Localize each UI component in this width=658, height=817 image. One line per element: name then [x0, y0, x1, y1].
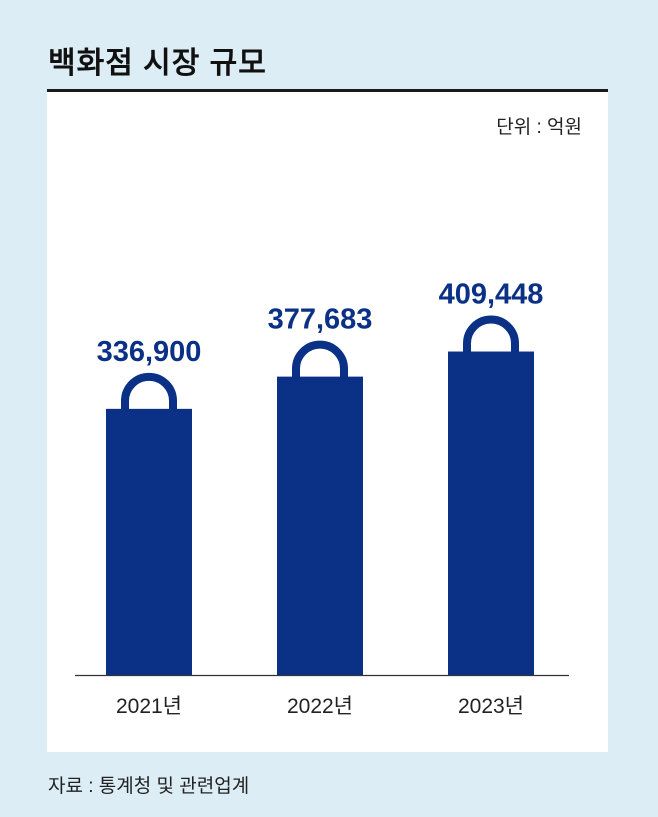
bar-value-label: 336,900 [97, 336, 202, 368]
bar-handle [463, 315, 519, 353]
bar-value-label: 377,683 [268, 304, 373, 336]
chart-title: 백화점 시장 규모 [48, 47, 267, 80]
unit-label: 단위 : 억원 [496, 117, 582, 138]
x-tick-label: 2021년 [116, 695, 182, 718]
source-note: 자료 : 통계청 및 관련업계 [48, 776, 250, 797]
x-tick-label: 2022년 [287, 695, 353, 718]
bar-chart: 336,900 2021년 377,683 2022년 409,448 2023년 [75, 279, 569, 718]
bar-value-label: 409,448 [439, 279, 544, 311]
title-divider [47, 89, 608, 92]
chart-panel: 단위 : 억원 336,900 2021년 377,683 2022년 409,448 2… [47, 92, 608, 752]
bar [277, 376, 363, 675]
bar-handle [292, 340, 348, 378]
bar [448, 351, 534, 675]
bar-handle [121, 372, 177, 410]
bar [106, 408, 192, 675]
x-tick-label: 2023년 [458, 695, 524, 718]
